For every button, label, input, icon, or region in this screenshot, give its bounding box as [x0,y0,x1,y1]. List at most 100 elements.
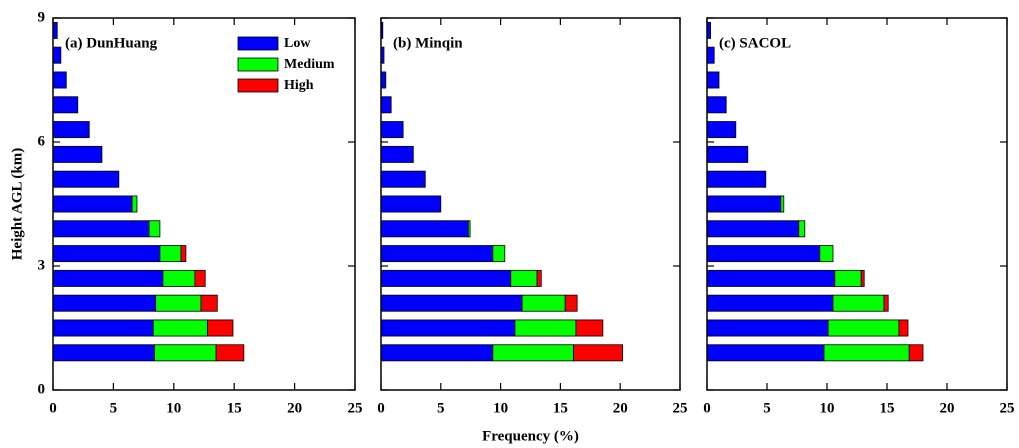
bar-segment [573,344,623,362]
bar-segment [52,46,62,64]
y-tick-label: 6 [38,133,46,149]
legend-label: High [284,78,314,93]
bar-segment [380,294,523,312]
bar-segment [52,344,155,362]
bar-segment [706,344,825,362]
bar-segment [898,319,909,337]
plot-frame [706,17,1008,391]
panel: 0 5 10 15 20 25 (c) SACOL [703,17,1015,416]
bar-segment [194,269,206,287]
x-tick-label: 15 [227,400,242,416]
bar-segment [706,319,829,337]
bar-segment [706,195,782,213]
bar-segment [52,71,67,89]
panel-title: (b) Minqin [393,35,463,51]
bar-segment [706,96,727,114]
bar-segment [514,319,577,337]
bar-segment [380,145,414,163]
bar-segment [52,294,157,312]
x-tick-label: 25 [1000,400,1015,416]
y-tick-label: 9 [38,9,46,25]
bar-segment [823,344,910,362]
legend-swatch [237,57,279,72]
y-axis-label: Height AGL (km) [9,148,25,261]
bar-segment [467,220,471,238]
x-tick-label: 15 [880,400,895,416]
bar-segment [780,195,785,213]
x-tick-label: 25 [673,400,688,416]
panel-title: (c) SACOL [719,35,791,51]
bar-segment [52,145,103,163]
bar-segment [706,269,836,287]
bar-segment [564,294,578,312]
bar-segment [798,220,806,238]
bar-segment [380,220,469,238]
bar-segment [159,245,182,263]
y-tick-label: 3 [38,257,46,273]
x-tick-label: 20 [940,400,955,416]
bar-segment [908,344,924,362]
bar-segment [52,269,164,287]
y-tick-label: 0 [38,381,46,397]
bar-segment [215,344,245,362]
panel: 0 5 10 15 20 25 0 3 6 9 (a) DunHuang Height AGL (km… [9,9,362,416]
legend-swatch [237,36,279,51]
x-axis-label: Frequency (%) [482,428,579,444]
bar-segment [834,269,862,287]
bar-segment [162,269,196,287]
x-tick-label: 10 [493,400,508,416]
bar-segment [510,269,538,287]
bar-segment [492,344,574,362]
bar-segment [706,121,737,139]
bar-segment [521,294,566,312]
bar-segment [380,344,494,362]
bar-segment [52,319,154,337]
bar-segment [207,319,234,337]
bar-segment [52,220,150,238]
panel-title: (a) DunHuang [65,35,158,51]
bar-segment [148,220,161,238]
plot-frame [52,17,356,391]
bar-segment [380,170,426,188]
bar-segment [380,121,404,139]
bar-segment [706,170,767,188]
x-tick-label: 5 [763,400,771,416]
x-tick-label: 5 [110,400,118,416]
bar-segment [380,195,442,213]
panel: 0 5 10 15 20 25 (b) Minqin Frequency (%) [377,17,688,444]
bar-segment [536,269,542,287]
x-tick-label: 15 [553,400,568,416]
legend-label: Low [284,36,311,51]
bar-segment [52,96,79,114]
x-tick-label: 20 [287,400,302,416]
bar-segment [706,46,715,64]
bar-segment [380,245,494,263]
x-tick-label: 0 [377,400,385,416]
legend-swatch [237,78,279,93]
bar-segment [706,220,800,238]
bar-segment [706,245,821,263]
bar-segment [200,294,218,312]
bar-segment [492,245,506,263]
bar-segment [380,319,516,337]
bar-segment [155,294,202,312]
legend-label: Medium [284,57,335,72]
bar-segment [52,170,120,188]
x-tick-label: 20 [613,400,628,416]
bar-segment [706,71,720,89]
bar-segment [706,145,749,163]
x-tick-label: 5 [437,400,445,416]
bar-segment [180,245,187,263]
bar-segment [152,319,209,337]
bar-segment [575,319,604,337]
x-tick-label: 0 [49,400,57,416]
x-tick-label: 25 [348,400,363,416]
bar-segment [883,294,889,312]
bar-segment [154,344,217,362]
bar-segment [860,269,865,287]
bar-segment [131,195,138,213]
x-tick-label: 10 [820,400,835,416]
bar-segment [52,245,161,263]
x-tick-label: 10 [166,400,181,416]
